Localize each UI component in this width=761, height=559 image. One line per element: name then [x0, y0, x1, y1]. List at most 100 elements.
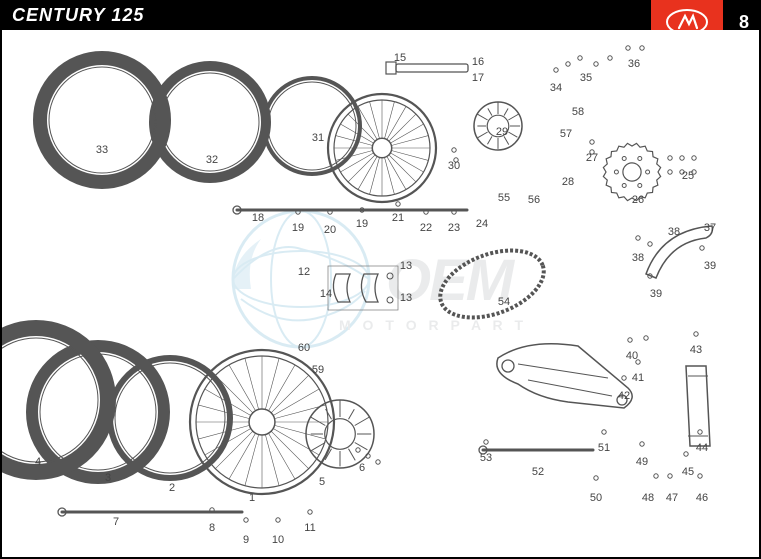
callout-59: 59: [312, 364, 324, 376]
chain-icon: [431, 238, 553, 331]
fastener-icon: [694, 332, 698, 336]
callout-40: 40: [626, 350, 638, 362]
callout-33: 33: [96, 144, 108, 156]
callout-29: 29: [496, 126, 508, 138]
callout-54: 54: [498, 296, 510, 308]
callout-9: 9: [243, 534, 249, 546]
fastener-icon: [684, 452, 688, 456]
exploded-diagram: OEM M O T O R P A R T S 1234567891011121…: [0, 30, 761, 559]
callout-32: 32: [206, 154, 218, 166]
callout-23: 23: [448, 222, 460, 234]
fastener-icon: [396, 202, 400, 206]
swingarm-icon: [497, 344, 632, 408]
fastener-icon: [668, 170, 672, 174]
callout-43: 43: [690, 344, 702, 356]
callout-18: 18: [252, 212, 264, 224]
callout-28: 28: [562, 176, 574, 188]
callout-55: 55: [498, 192, 510, 204]
fastener-icon: [654, 474, 658, 478]
callout-44: 44: [696, 442, 708, 454]
fastener-icon: [554, 68, 558, 72]
tyre-icon: [40, 58, 164, 182]
callout-30: 30: [448, 160, 460, 172]
fastener-icon: [668, 156, 672, 160]
sprocket-icon: [603, 143, 660, 200]
caliper-icon: [328, 266, 398, 310]
callout-1: 1: [249, 492, 255, 504]
callout-53: 53: [480, 452, 492, 464]
fastener-icon: [700, 246, 704, 250]
callout-8: 8: [209, 522, 215, 534]
axle-icon: [479, 446, 593, 454]
callout-38: 38: [668, 226, 680, 238]
callout-58: 58: [572, 106, 584, 118]
callout-39: 39: [650, 288, 662, 300]
callout-37: 37: [704, 222, 716, 234]
callout-57: 57: [560, 128, 572, 140]
axle-icon: [233, 206, 467, 214]
fastener-icon: [680, 156, 684, 160]
tyre-icon: [264, 78, 360, 174]
callout-3: 3: [105, 472, 111, 484]
fastener-icon: [628, 338, 632, 342]
fastener-icon: [452, 148, 456, 152]
callout-24: 24: [476, 218, 488, 230]
fastener-icon: [636, 236, 640, 240]
fastener-icon: [692, 156, 696, 160]
callout-35: 35: [580, 72, 592, 84]
page-title: CENTURY 125: [0, 5, 144, 26]
fastener-icon: [602, 430, 606, 434]
callout-13: 13: [400, 260, 412, 272]
callout-15: 15: [394, 52, 406, 64]
fastener-icon: [648, 242, 652, 246]
callout-13: 13: [400, 292, 412, 304]
callout-31: 31: [312, 132, 324, 144]
callout-16: 16: [472, 56, 484, 68]
fastener-icon: [626, 46, 630, 50]
callout-41: 41: [632, 372, 644, 384]
fastener-icon: [608, 56, 612, 60]
callout-14: 14: [320, 288, 332, 300]
callout-20: 20: [324, 224, 336, 236]
callout-42: 42: [618, 390, 630, 402]
callout-34: 34: [550, 82, 562, 94]
wheel-icon: [328, 94, 436, 202]
fastener-icon: [698, 430, 702, 434]
callout-7: 7: [113, 516, 119, 528]
fastener-icon: [668, 474, 672, 478]
callout-19: 19: [356, 218, 368, 230]
callout-21: 21: [392, 212, 404, 224]
callout-6: 6: [359, 462, 365, 474]
callout-48: 48: [642, 492, 654, 504]
callout-5: 5: [319, 476, 325, 488]
callout-47: 47: [666, 492, 678, 504]
brake-disc-icon: [306, 400, 374, 468]
callout-38: 38: [632, 252, 644, 264]
fastener-icon: [578, 56, 582, 60]
fastener-icon: [594, 62, 598, 66]
callout-39: 39: [704, 260, 716, 272]
callout-11: 11: [304, 522, 315, 534]
fastener-icon: [566, 62, 570, 66]
fastener-icon: [590, 140, 594, 144]
callout-56: 56: [528, 194, 540, 206]
callout-52: 52: [532, 466, 544, 478]
fastener-icon: [594, 476, 598, 480]
callout-46: 46: [696, 492, 708, 504]
callout-50: 50: [590, 492, 602, 504]
fastener-icon: [622, 376, 626, 380]
callout-10: 10: [272, 534, 284, 546]
fastener-icon: [698, 474, 702, 478]
fastener-icon: [640, 46, 644, 50]
callout-12: 12: [298, 266, 310, 278]
callout-19: 19: [292, 222, 304, 234]
fastener-icon: [484, 440, 488, 444]
fastener-icon: [376, 460, 380, 464]
callout-36: 36: [628, 58, 640, 70]
callout-4: 4: [35, 456, 41, 468]
header-bar: CENTURY 125: [0, 0, 761, 30]
tyre-icon: [110, 358, 230, 478]
callout-27: 27: [586, 152, 598, 164]
callout-2: 2: [169, 482, 175, 494]
callout-49: 49: [636, 456, 648, 468]
